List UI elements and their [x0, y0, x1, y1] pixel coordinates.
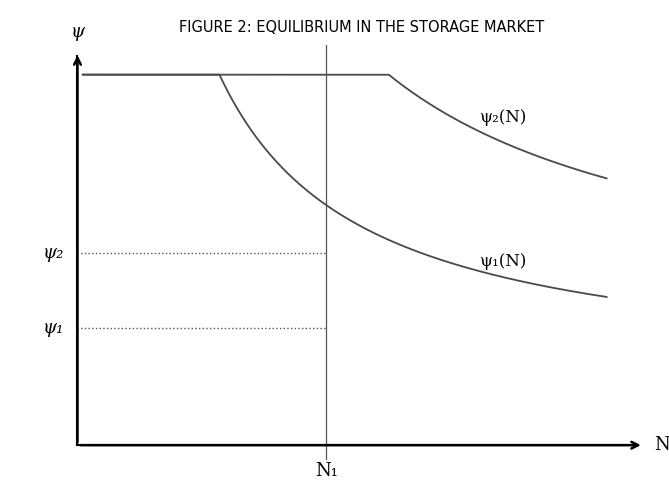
Text: ψ: ψ: [70, 24, 84, 42]
Text: ψ₁(N): ψ₁(N): [480, 253, 527, 270]
Text: FIGURE 2: EQUILIBRIUM IN THE STORAGE MARKET: FIGURE 2: EQUILIBRIUM IN THE STORAGE MAR…: [179, 20, 544, 35]
Text: N₁: N₁: [314, 462, 338, 480]
Text: N: N: [654, 436, 669, 454]
Text: ψ₁: ψ₁: [43, 320, 64, 338]
Text: ψ₂: ψ₂: [43, 244, 64, 262]
Text: ψ₂(N): ψ₂(N): [480, 108, 527, 126]
